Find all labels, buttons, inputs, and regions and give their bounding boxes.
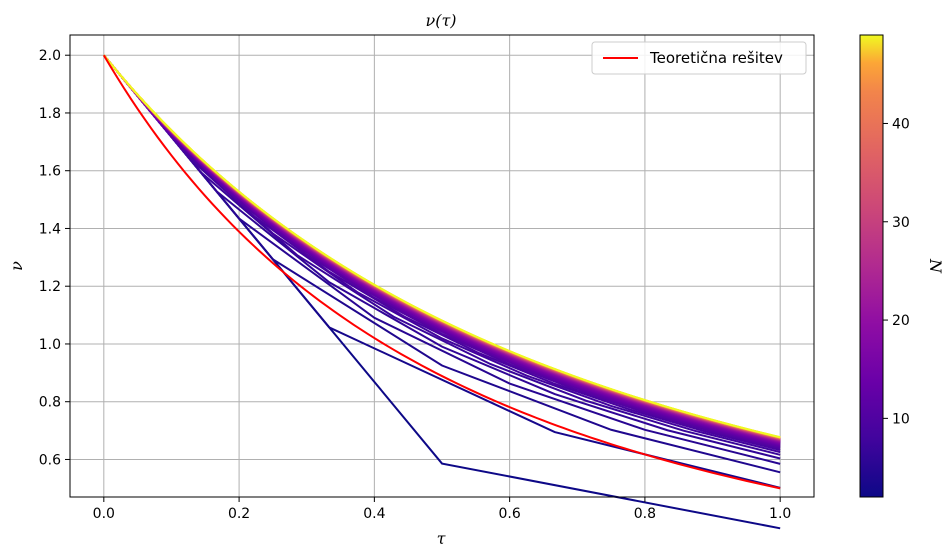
y-tick-label: 1.0 — [39, 337, 61, 353]
x-tick-label: 0.0 — [93, 506, 115, 522]
colorbar-label: N — [926, 258, 945, 274]
series-line-N15 — [103, 54, 781, 445]
colorbar — [859, 34, 884, 498]
y-tick-label: 1.8 — [39, 106, 61, 122]
x-tick-label: 0.2 — [228, 506, 250, 522]
series-line-N14 — [103, 54, 781, 446]
series-line-N9 — [103, 54, 781, 452]
legend-box — [591, 41, 807, 75]
x-tick-label: 0.4 — [363, 506, 385, 522]
plot-frame — [69, 34, 815, 498]
y-tick-label: 0.6 — [39, 452, 61, 468]
series-line-N2 — [103, 54, 781, 530]
x-ticks: 0.0 0.2 0.4 0.6 0.8 1.0 — [93, 497, 791, 522]
theoretical-line — [102, 54, 781, 490]
legend: Teoretična rešitev — [591, 41, 807, 75]
series-line-N8 — [103, 54, 781, 454]
y-tick-label: 1.4 — [39, 221, 61, 237]
colorbar-tick-label: 30 — [892, 215, 910, 231]
series-line-N7 — [103, 54, 781, 456]
series-line-N12 — [103, 54, 781, 447]
y-tick-label: 1.2 — [39, 279, 61, 295]
series-line-N5 — [103, 54, 781, 465]
series-line-N11 — [103, 54, 781, 449]
series-group — [102, 54, 781, 530]
colorbar-tick-label: 10 — [892, 411, 910, 427]
y-tick-label: 0.8 — [39, 395, 61, 411]
colorbar-tick-label: 40 — [892, 116, 910, 132]
y-ticks: 0.6 0.8 1.0 1.2 1.4 1.6 1.8 2.0 — [39, 48, 70, 468]
series-line-N49 — [103, 54, 781, 439]
x-axis-label: τ — [437, 529, 447, 548]
colorbar-tick-label: 20 — [892, 313, 910, 329]
series-line-N6 — [103, 54, 781, 460]
x-tick-label: 0.8 — [634, 506, 656, 522]
series-line-N13 — [103, 54, 781, 447]
y-tick-label: 2.0 — [39, 48, 61, 64]
x-tick-label: 1.0 — [769, 506, 791, 522]
y-axis-label: ν — [7, 261, 26, 271]
series-line-N10 — [103, 54, 781, 450]
chart-title: ν(τ) — [425, 11, 456, 30]
x-tick-label: 0.6 — [499, 506, 521, 522]
legend-entry: Teoretična rešitev — [649, 49, 783, 67]
y-tick-label: 1.6 — [39, 164, 61, 180]
colorbar-ticks: 10 20 30 40 — [883, 116, 910, 427]
